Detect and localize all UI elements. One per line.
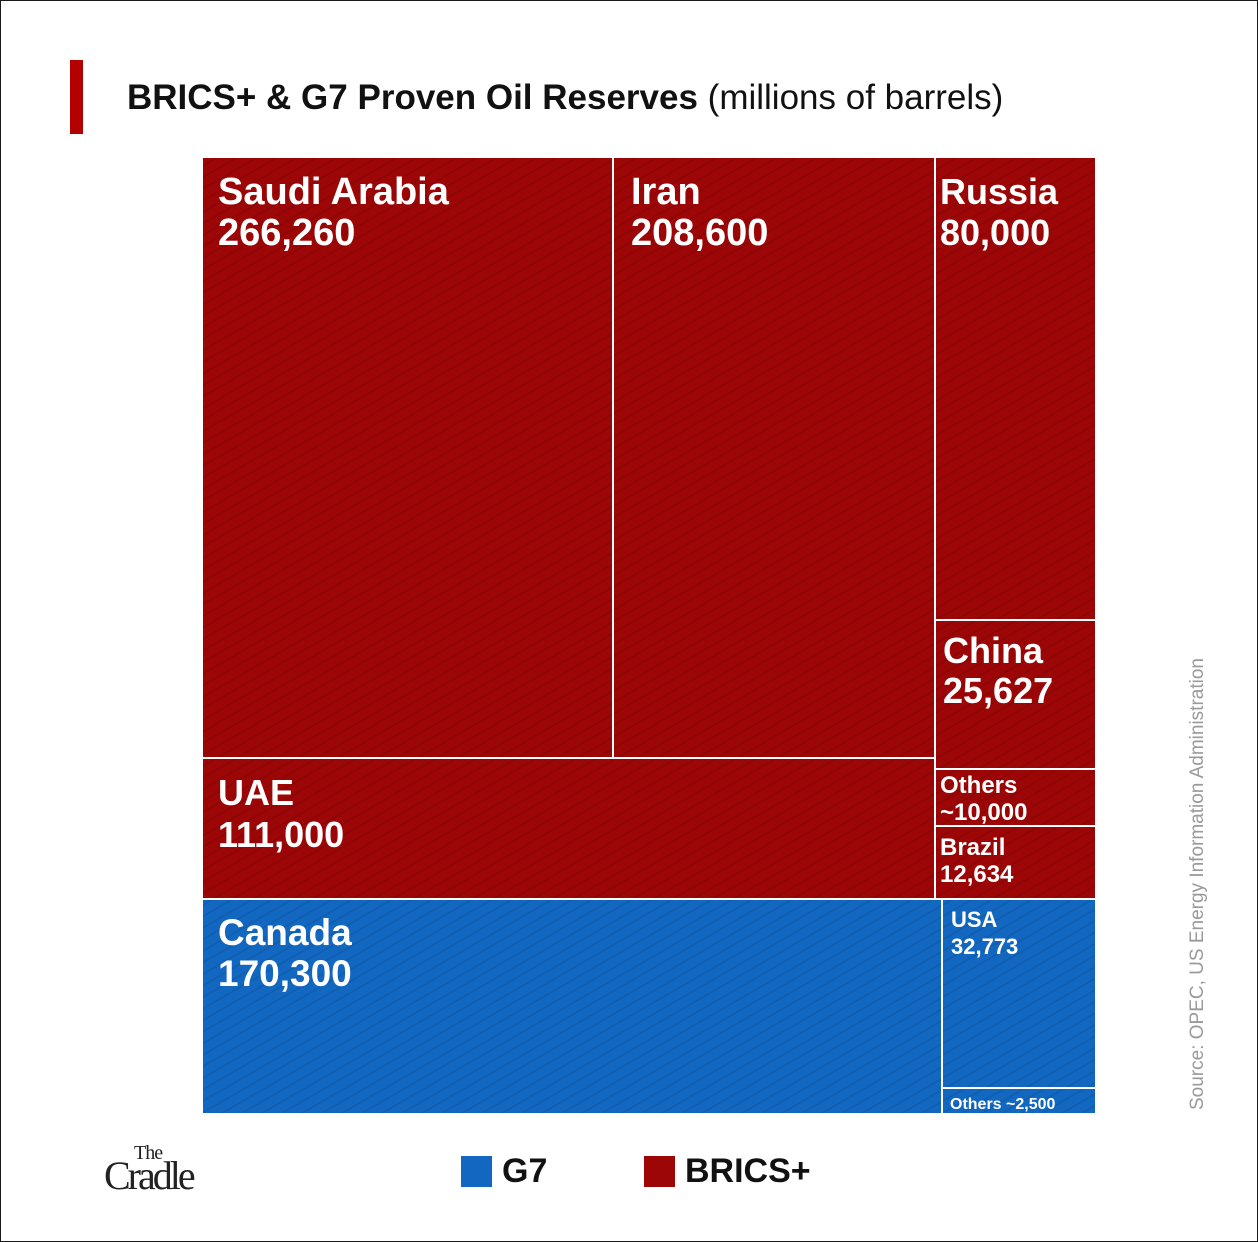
tile-texture-china-brics (936, 621, 1095, 768)
tile-value-usa-g7: 32,773 (951, 934, 1018, 959)
source-note: Source: OPEC, US Energy Information Admi… (1187, 658, 1208, 1110)
tile-name-iran-brics: Iran (631, 171, 701, 213)
title-accent-bar (70, 60, 83, 134)
legend-swatch-brics (644, 1155, 675, 1187)
tile-texture-russia-brics (936, 158, 1095, 619)
tile-name-china-brics: China (943, 630, 1044, 671)
tile-name-canada-g7: Canada (218, 912, 352, 953)
tile-label-others-g7: Others ~2,500 (950, 1096, 1056, 1113)
tile-name-saudi-arabia-brics: Saudi Arabia (218, 171, 450, 213)
tile-name-uae-brics: UAE (218, 772, 294, 813)
legend-item-brics: BRICS+ (644, 1152, 811, 1190)
tile-name-brazil-brics: Brazil (940, 834, 1005, 861)
legend-label-g7: G7 (502, 1151, 548, 1190)
tile-texture-others-brics (936, 770, 1095, 825)
tile-value-russia-brics: 80,000 (940, 212, 1050, 253)
tile-texture-saudi-arabia-brics (203, 158, 612, 757)
legend-label-brics: BRICS+ (685, 1151, 811, 1190)
chart-title-unit: (millions of barrels) (707, 78, 1004, 117)
tile-value-saudi-arabia-brics: 266,260 (218, 212, 355, 254)
tile-texture-iran-brics (614, 158, 934, 757)
tile-texture-canada-g7 (203, 900, 941, 1113)
legend-swatch-g7 (461, 1155, 492, 1187)
tile-value-canada-g7: 170,300 (218, 953, 352, 994)
legend-item-g7: G7 (461, 1152, 547, 1190)
tile-texture-others-g7 (943, 1089, 1095, 1113)
tile-value-others-brics: ~10,000 (940, 799, 1027, 826)
tile-value-brazil-brics: 12,634 (940, 861, 1014, 888)
tile-name-russia-brics: Russia (940, 171, 1059, 212)
chart-title-main: BRICS+ & G7 Proven Oil Reserves (127, 78, 698, 117)
tile-name-others-brics: Others (940, 772, 1017, 799)
tile-value-uae-brics: 111,000 (218, 814, 344, 855)
chart-title: BRICS+ & G7 Proven Oil Reserves (million… (127, 78, 1003, 118)
tile-texture-uae-brics (203, 759, 934, 898)
tile-texture-usa-g7 (943, 900, 1095, 1087)
tile-texture-brazil-brics (936, 827, 1095, 898)
tile-value-china-brics: 25,627 (943, 670, 1053, 711)
logo-the: The (134, 1142, 163, 1164)
logo-name: Cradle (104, 1153, 196, 1198)
tile-value-iran-brics: 208,600 (631, 212, 768, 254)
tile-name-usa-g7: USA (951, 907, 998, 932)
